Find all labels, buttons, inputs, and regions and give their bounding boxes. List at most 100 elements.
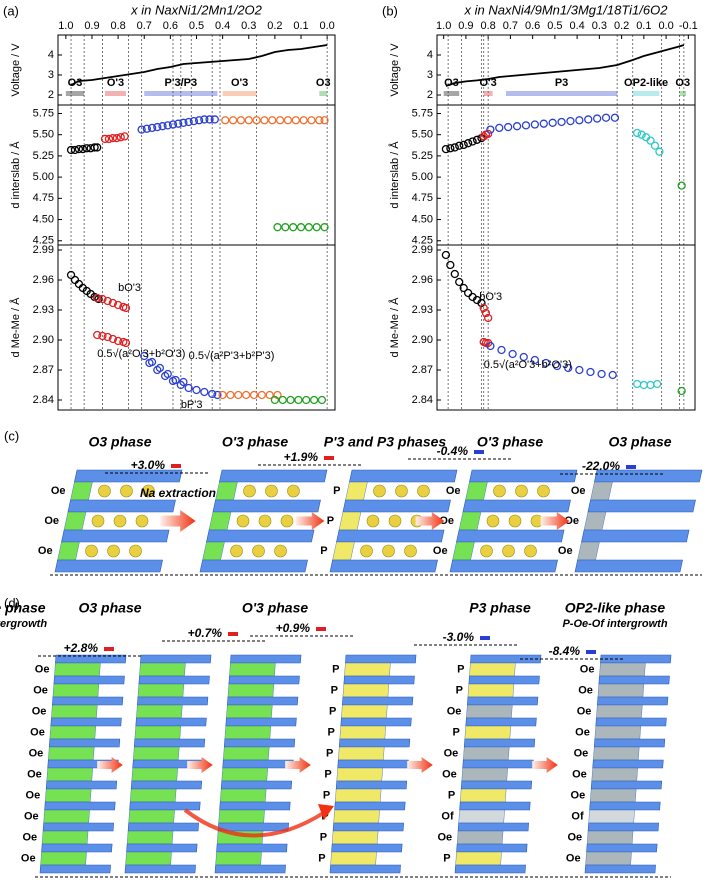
y-tick-label: 2.99 xyxy=(33,244,54,256)
tm-slab xyxy=(223,738,296,748)
interlayer xyxy=(229,662,276,677)
site-label: P xyxy=(318,852,325,864)
na-ion xyxy=(373,484,386,498)
data-point xyxy=(260,116,269,125)
data-point xyxy=(252,116,261,125)
y-tick-label: 3 xyxy=(48,69,54,81)
na-ion xyxy=(524,544,537,558)
phase-bar xyxy=(505,91,618,96)
y-tick-label: 4.50 xyxy=(33,213,54,225)
data-point xyxy=(93,330,102,340)
tm-slab xyxy=(462,499,571,513)
y-tick-label: 4 xyxy=(427,49,433,61)
voltage-curve xyxy=(70,44,328,86)
phase-bar xyxy=(443,91,460,96)
site-label: P xyxy=(323,789,330,801)
y-axis-title: d interslab / Å xyxy=(388,141,401,209)
x-tick-label: 0.9 xyxy=(84,20,99,32)
change-marker xyxy=(316,627,326,631)
interlayer xyxy=(469,662,516,677)
change-marker xyxy=(324,456,334,460)
interlayer xyxy=(70,481,93,501)
data-point xyxy=(210,115,219,124)
tm-slab xyxy=(217,822,289,832)
phase-label: P3 xyxy=(555,77,568,89)
phase-label: P'3/P3 xyxy=(165,77,198,89)
x-tick-label: 0.7 xyxy=(503,20,518,32)
site-label: Oe xyxy=(447,705,462,717)
data-point xyxy=(82,144,91,153)
data-point xyxy=(286,395,295,405)
data-point xyxy=(441,250,451,260)
x-tick-label: 0.7 xyxy=(137,20,152,32)
data-point xyxy=(160,371,170,381)
interlayer xyxy=(227,683,275,698)
data-point xyxy=(650,141,660,150)
interlayer xyxy=(339,725,387,740)
data-point xyxy=(584,115,593,124)
tm-slab xyxy=(590,780,663,790)
data-point xyxy=(539,119,548,128)
data-point xyxy=(597,369,606,379)
process-arrow xyxy=(187,757,213,773)
data-point xyxy=(93,143,102,152)
tm-slab xyxy=(140,654,212,664)
phase-label: O'3 xyxy=(107,77,124,89)
interlayer xyxy=(54,662,101,677)
data-point xyxy=(66,145,76,155)
panel-frame xyxy=(436,104,696,246)
data-point xyxy=(283,116,293,125)
data-point xyxy=(90,143,99,152)
x-tick-label: 0.0 xyxy=(320,20,335,32)
process-arrow xyxy=(407,757,433,773)
interlayer xyxy=(341,704,388,719)
interlayer xyxy=(202,541,225,561)
phase-label: O'3 xyxy=(231,77,248,89)
phase-title: O3-like phase xyxy=(0,600,46,616)
data-point xyxy=(472,135,482,144)
tm-slab xyxy=(338,738,411,748)
y-axis-title: d interslab / Å xyxy=(9,141,22,209)
interlayer xyxy=(334,788,382,803)
change-marker xyxy=(104,647,114,651)
interlayer xyxy=(41,830,89,845)
x-tick-label: 0.5 xyxy=(547,20,562,32)
height-change: -3.0% xyxy=(443,630,475,644)
data-point xyxy=(103,296,112,306)
y-tick-label: 5.75 xyxy=(412,107,433,119)
interlayer xyxy=(458,809,505,824)
tm-slab xyxy=(460,780,533,790)
data-point xyxy=(108,133,118,143)
data-point xyxy=(116,133,125,142)
tm-slab xyxy=(214,864,286,874)
na-ion xyxy=(486,514,500,528)
y-axis-title: d Me-Me / Å xyxy=(9,297,22,358)
data-point xyxy=(486,125,495,134)
interlayer xyxy=(461,767,508,782)
data-point xyxy=(486,341,495,351)
data-point xyxy=(194,116,204,125)
data-point xyxy=(200,115,209,124)
tm-slab xyxy=(138,675,210,685)
site-label: Oe xyxy=(26,789,41,801)
annotation: 0.5√(a²O'3+b²O'3) xyxy=(97,348,185,360)
data-point xyxy=(450,143,459,152)
height-change: -0.4% xyxy=(437,444,469,458)
interlayer xyxy=(345,481,368,501)
phase-title: O3 phase xyxy=(88,434,151,450)
y-tick-label: 4.25 xyxy=(33,235,54,247)
interlayer xyxy=(125,851,172,866)
na-ion xyxy=(388,514,402,528)
data-point xyxy=(552,361,562,371)
interlayer xyxy=(338,511,362,531)
interlayer xyxy=(63,511,87,531)
panel-frame xyxy=(436,244,696,411)
interlayer xyxy=(40,851,87,866)
data-point xyxy=(174,119,183,128)
na-ion xyxy=(265,484,278,498)
site-label: P xyxy=(320,545,327,557)
panel-label: (d) xyxy=(4,595,20,610)
tm-slab xyxy=(587,499,696,513)
tm-slab xyxy=(574,559,683,573)
data-point xyxy=(103,332,112,342)
